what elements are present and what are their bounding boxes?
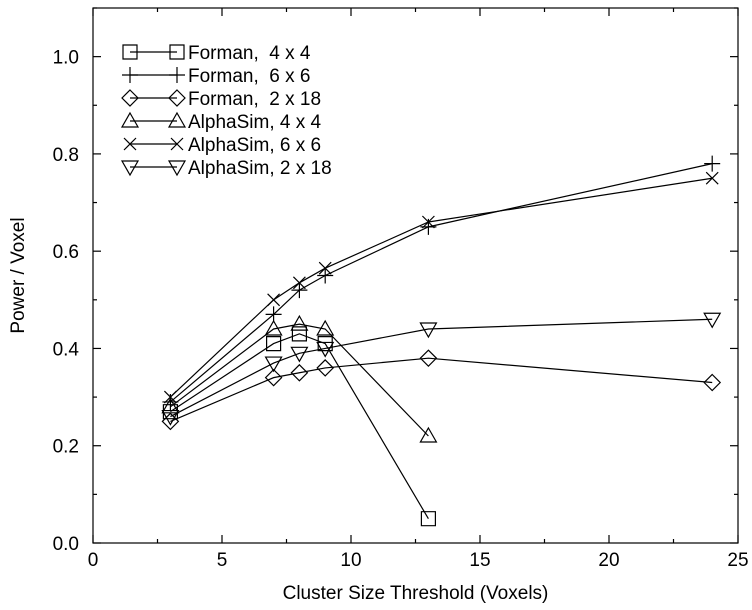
series-group xyxy=(161,155,722,527)
series-5 xyxy=(161,312,722,426)
ticks: 0 5 10 15 20 25 0.0 0.2 0.4 0.6 0.8 1.0 xyxy=(53,7,749,571)
y-tick-label: 0.6 xyxy=(53,242,79,263)
series-line xyxy=(170,357,713,422)
series-line xyxy=(170,333,429,519)
triangle-down-marker xyxy=(161,409,180,426)
series-line xyxy=(170,318,713,418)
x-marker xyxy=(318,261,332,275)
triangle-down-marker xyxy=(290,346,309,363)
legend-marker xyxy=(167,160,187,177)
diamond-marker xyxy=(316,359,335,377)
series-line xyxy=(170,323,429,437)
plus-marker xyxy=(317,267,334,284)
legend-marker xyxy=(123,137,137,151)
x-tick-label: 25 xyxy=(727,550,748,571)
legend-item-3: AlphaSim, 4 x 4 xyxy=(120,111,321,133)
triangle-up-marker xyxy=(290,314,309,331)
triangle-down-marker xyxy=(419,322,438,339)
diamond-marker xyxy=(290,363,309,382)
legend-label: Forman, 6 x 6 xyxy=(188,66,311,87)
series-2 xyxy=(161,349,722,431)
x-tick-label: 0 xyxy=(88,550,99,571)
legend-marker xyxy=(169,44,185,60)
y-axis-title: Power / Voxel xyxy=(8,217,29,333)
legend-marker xyxy=(170,137,184,151)
square-marker xyxy=(420,511,436,527)
series-line xyxy=(170,163,713,403)
square-marker xyxy=(317,335,333,352)
series-0 xyxy=(162,326,436,527)
legend-marker xyxy=(121,89,139,107)
diamond-marker xyxy=(419,349,438,368)
plus-marker xyxy=(291,282,308,299)
legend-label: AlphaSim, 6 x 6 xyxy=(188,135,321,156)
triangle-down-marker xyxy=(703,312,722,329)
x-marker xyxy=(163,390,177,404)
x-tick-label: 20 xyxy=(598,550,619,571)
legend-label: AlphaSim, 4 x 4 xyxy=(188,112,321,133)
series-4 xyxy=(163,171,719,404)
x-marker xyxy=(421,215,435,229)
x-tick-label: 10 xyxy=(340,550,361,571)
y-tick-label: 0.0 xyxy=(53,534,79,555)
square-marker xyxy=(266,335,282,352)
triangle-up-marker xyxy=(316,319,335,336)
triangle-down-marker xyxy=(316,341,335,358)
legend-marker xyxy=(169,67,185,83)
legend-label: Forman, 4 x 4 xyxy=(188,43,311,64)
legend-marker xyxy=(168,89,186,107)
x-axis-title: Cluster Size Threshold (Voxels) xyxy=(283,583,549,604)
triangle-down-marker xyxy=(264,356,283,373)
legend-marker xyxy=(120,160,140,177)
series-line xyxy=(169,177,713,398)
square-marker xyxy=(291,326,307,342)
y-tick-label: 0.4 xyxy=(53,339,80,360)
legend-marker xyxy=(122,44,138,60)
legend-marker xyxy=(167,111,187,128)
diamond-marker xyxy=(703,373,722,392)
legend-item-0: Forman, 4 x 4 xyxy=(122,43,311,64)
triangle-up-marker xyxy=(419,426,438,443)
x-marker xyxy=(705,171,719,185)
diamond-marker xyxy=(161,412,180,431)
y-tick-label: 0.8 xyxy=(53,145,79,166)
x-marker xyxy=(267,293,281,307)
x-tick-label: 5 xyxy=(217,550,228,571)
x-marker xyxy=(292,276,306,290)
legend-marker xyxy=(122,67,138,83)
legend-item-2: Forman, 2 x 18 xyxy=(121,89,321,110)
triangle-up-marker xyxy=(161,397,180,414)
series-1 xyxy=(162,155,721,410)
y-tick-label: 0.2 xyxy=(53,437,79,458)
legend-label: Forman, 2 x 18 xyxy=(188,89,321,110)
plus-marker xyxy=(265,306,282,323)
x-tick-label: 15 xyxy=(469,550,490,571)
legend-item-5: AlphaSim, 2 x 18 xyxy=(120,158,332,179)
diamond-marker xyxy=(264,368,283,387)
legend-item-1: Forman, 6 x 6 xyxy=(122,66,311,87)
series-3 xyxy=(161,314,438,443)
legend-marker xyxy=(120,111,140,128)
y-tick-label: 1.0 xyxy=(53,48,79,69)
plus-marker xyxy=(704,155,721,172)
legend-label: AlphaSim, 2 x 18 xyxy=(188,158,332,179)
triangle-up-marker xyxy=(264,319,283,336)
legend-item-4: AlphaSim, 6 x 6 xyxy=(123,135,321,156)
